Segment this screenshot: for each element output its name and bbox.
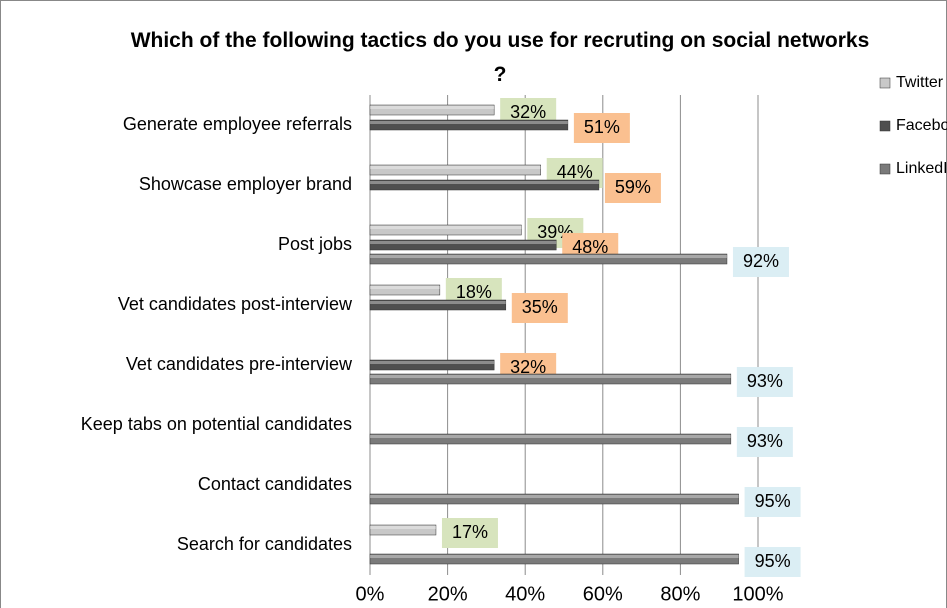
x-tick-label: 0% — [356, 583, 385, 605]
bar — [369, 284, 441, 296]
data-label: 44% — [557, 162, 593, 182]
x-tick-label: 40% — [505, 583, 545, 605]
bar-shine — [370, 166, 541, 169]
y-tick-label: Post jobs — [278, 234, 352, 254]
data-label: 93% — [747, 431, 783, 451]
bar-shine — [370, 361, 495, 364]
x-tick-label: 100% — [732, 583, 783, 605]
data-label: 18% — [456, 282, 492, 302]
y-tick-label: Vet candidates post-interview — [118, 294, 353, 314]
legend-swatch — [879, 77, 891, 89]
bar — [369, 253, 728, 265]
y-tick-label: Contact candidates — [198, 474, 352, 494]
bar-shine — [370, 301, 506, 304]
legend-label: Twitter — [896, 74, 944, 91]
data-label: 93% — [747, 371, 783, 391]
data-label: 35% — [522, 297, 558, 317]
x-tick-label: 20% — [428, 583, 468, 605]
x-tick-label: 60% — [583, 583, 623, 605]
bar-shine — [370, 375, 731, 378]
bar-shine — [370, 106, 495, 109]
data-label: 51% — [584, 117, 620, 137]
bar — [369, 493, 739, 505]
bar — [369, 119, 569, 131]
legend-label: Facebook — [896, 117, 947, 134]
bar-shine — [370, 555, 739, 558]
bar — [369, 179, 600, 191]
bar — [369, 524, 437, 536]
bar-shine — [370, 526, 436, 529]
data-label: 48% — [572, 237, 608, 257]
x-tick-label: 80% — [660, 583, 700, 605]
data-label: 17% — [452, 522, 488, 542]
bar — [369, 359, 495, 371]
data-label-box — [604, 173, 661, 203]
bar — [369, 299, 507, 311]
data-label-box — [736, 427, 793, 457]
bar — [369, 433, 732, 445]
data-label: 95% — [755, 491, 791, 511]
data-label-box — [441, 518, 498, 548]
bar — [369, 553, 739, 565]
bar-shine — [370, 121, 568, 124]
data-label: 95% — [755, 551, 791, 571]
data-label-box — [573, 113, 630, 143]
bar-shine — [370, 181, 599, 184]
data-label-box — [511, 293, 568, 323]
bar-shine — [370, 286, 440, 289]
legend-swatch — [879, 120, 891, 132]
y-tick-label: Showcase employer brand — [139, 174, 352, 194]
legend-label: LinkedIn — [896, 160, 947, 177]
bar-shine — [370, 241, 557, 244]
y-tick-label: Generate employee referrals — [123, 114, 352, 134]
legend-swatch — [879, 163, 891, 175]
bar — [369, 224, 522, 236]
data-label: 59% — [615, 177, 651, 197]
data-label: 32% — [510, 357, 546, 377]
y-tick-label: Vet candidates pre-interview — [126, 354, 353, 374]
data-label-box — [732, 247, 789, 277]
data-label-box — [744, 487, 801, 517]
y-tick-label: Keep tabs on potential candidates — [81, 414, 352, 434]
bar — [369, 239, 557, 251]
data-label: 32% — [510, 102, 546, 122]
data-label: 92% — [743, 251, 779, 271]
bar — [369, 164, 541, 176]
bar-shine — [370, 495, 739, 498]
bar-shine — [370, 255, 727, 258]
chart-title: Which of the following tactics do you us… — [130, 29, 870, 86]
data-label-box — [736, 367, 793, 397]
bar-shine — [370, 435, 731, 438]
bar — [369, 104, 495, 116]
bar-shine — [370, 226, 522, 229]
y-tick-label: Search for candidates — [177, 534, 352, 554]
data-label-box — [744, 547, 801, 577]
bar — [369, 373, 732, 385]
